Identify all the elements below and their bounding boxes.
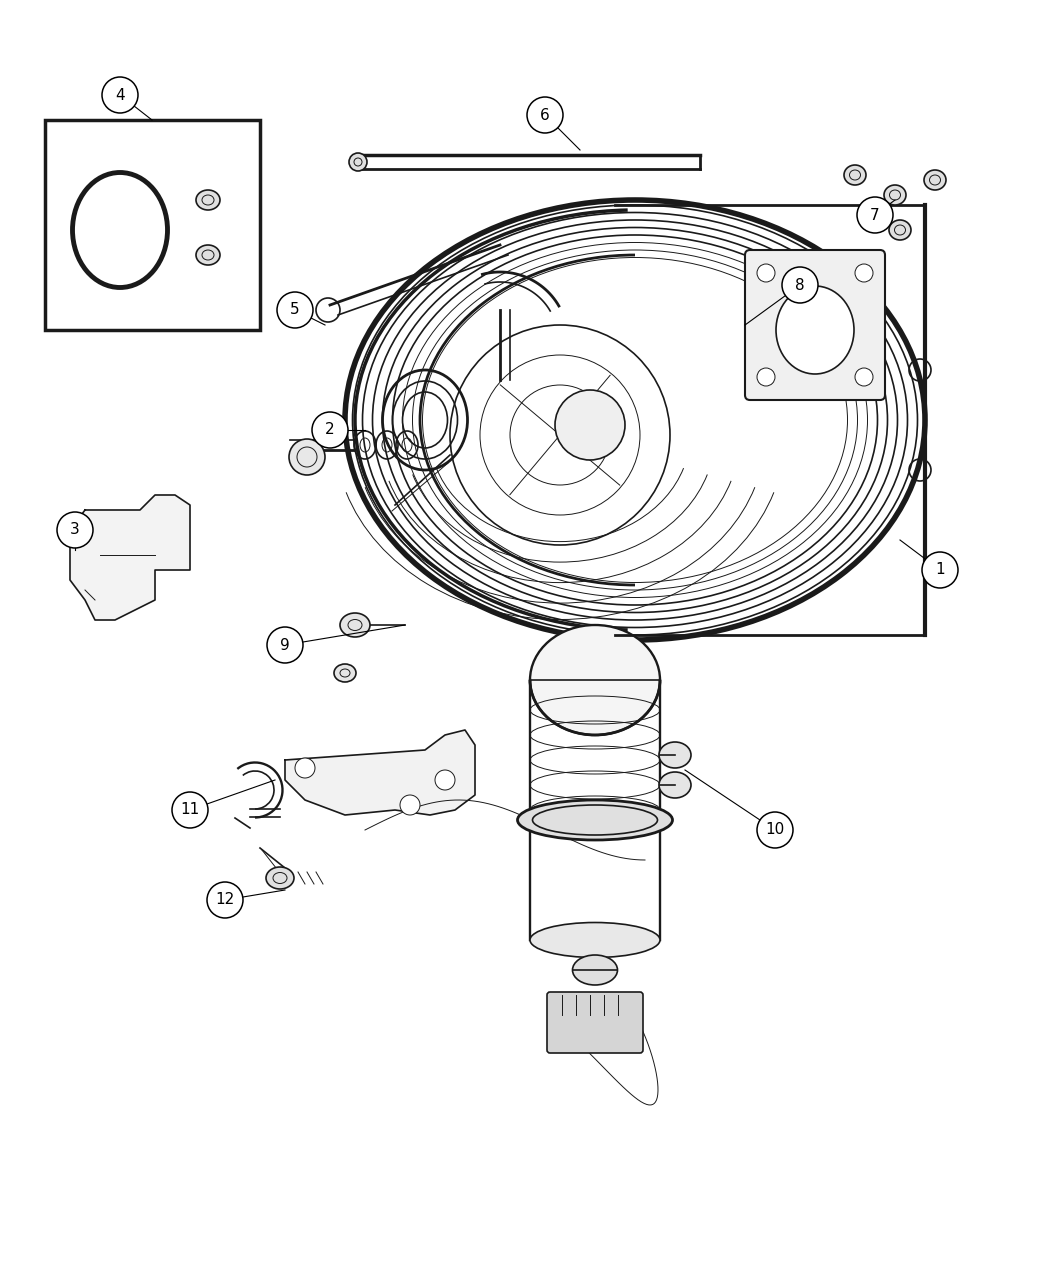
Text: 4: 4 bbox=[116, 88, 125, 102]
Text: 3: 3 bbox=[70, 523, 80, 538]
Circle shape bbox=[312, 412, 348, 448]
Ellipse shape bbox=[196, 245, 220, 265]
Text: 7: 7 bbox=[870, 208, 880, 223]
Text: 5: 5 bbox=[290, 302, 300, 317]
Text: 10: 10 bbox=[765, 822, 784, 838]
Ellipse shape bbox=[659, 742, 691, 768]
Ellipse shape bbox=[518, 799, 672, 840]
Ellipse shape bbox=[844, 164, 866, 185]
Polygon shape bbox=[70, 495, 190, 620]
Circle shape bbox=[172, 792, 208, 827]
Ellipse shape bbox=[889, 221, 911, 240]
Circle shape bbox=[349, 153, 368, 171]
Circle shape bbox=[435, 770, 455, 790]
Circle shape bbox=[782, 266, 818, 303]
Ellipse shape bbox=[530, 923, 660, 958]
Text: 2: 2 bbox=[326, 422, 335, 437]
Circle shape bbox=[102, 76, 138, 113]
Ellipse shape bbox=[334, 664, 356, 682]
Text: 8: 8 bbox=[795, 278, 804, 292]
Ellipse shape bbox=[659, 771, 691, 798]
Circle shape bbox=[400, 796, 420, 815]
Ellipse shape bbox=[572, 955, 617, 986]
Circle shape bbox=[267, 627, 303, 663]
Text: 1: 1 bbox=[936, 562, 945, 578]
Ellipse shape bbox=[924, 170, 946, 190]
Circle shape bbox=[207, 882, 243, 918]
Circle shape bbox=[757, 368, 775, 386]
Ellipse shape bbox=[196, 190, 220, 210]
Polygon shape bbox=[285, 731, 475, 815]
Circle shape bbox=[857, 198, 892, 233]
Text: 12: 12 bbox=[215, 892, 234, 908]
Circle shape bbox=[555, 390, 625, 460]
Text: 9: 9 bbox=[280, 638, 290, 653]
Circle shape bbox=[855, 264, 873, 282]
Circle shape bbox=[289, 439, 326, 476]
Text: 6: 6 bbox=[540, 107, 550, 122]
Ellipse shape bbox=[530, 625, 660, 734]
Ellipse shape bbox=[266, 867, 294, 889]
Bar bbox=[45, 120, 260, 330]
Circle shape bbox=[277, 292, 313, 328]
Ellipse shape bbox=[340, 613, 370, 638]
FancyBboxPatch shape bbox=[746, 250, 885, 400]
Text: 11: 11 bbox=[181, 802, 200, 817]
Ellipse shape bbox=[776, 286, 854, 374]
FancyBboxPatch shape bbox=[547, 992, 643, 1053]
Circle shape bbox=[757, 264, 775, 282]
Ellipse shape bbox=[884, 185, 906, 205]
Circle shape bbox=[57, 513, 93, 548]
Circle shape bbox=[757, 812, 793, 848]
Circle shape bbox=[922, 552, 958, 588]
Circle shape bbox=[295, 759, 315, 778]
Circle shape bbox=[855, 368, 873, 386]
Circle shape bbox=[527, 97, 563, 133]
